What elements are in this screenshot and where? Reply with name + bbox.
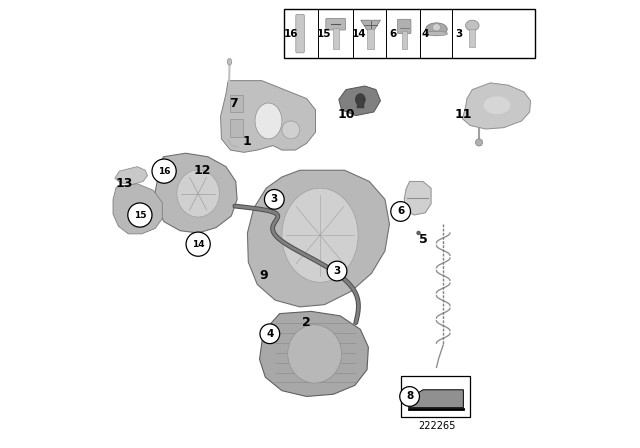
Text: 16: 16 bbox=[158, 167, 170, 176]
Ellipse shape bbox=[255, 103, 282, 139]
Bar bbox=[469, 29, 476, 47]
Circle shape bbox=[416, 231, 421, 235]
Circle shape bbox=[476, 139, 483, 146]
Circle shape bbox=[260, 324, 280, 344]
Circle shape bbox=[128, 203, 152, 227]
Bar bbox=[356, 99, 364, 108]
Text: 6: 6 bbox=[397, 207, 404, 216]
Text: 14: 14 bbox=[192, 240, 204, 249]
Polygon shape bbox=[409, 390, 463, 408]
Text: 8: 8 bbox=[406, 392, 413, 401]
Circle shape bbox=[282, 121, 300, 139]
Text: 10: 10 bbox=[337, 108, 355, 121]
Bar bbox=[230, 119, 243, 137]
Text: 12: 12 bbox=[194, 164, 211, 177]
Text: 15: 15 bbox=[317, 29, 332, 39]
Polygon shape bbox=[221, 81, 316, 152]
Ellipse shape bbox=[355, 94, 365, 105]
Text: 16: 16 bbox=[284, 29, 298, 39]
Polygon shape bbox=[339, 86, 380, 116]
Text: 3: 3 bbox=[455, 29, 463, 39]
Text: 222265: 222265 bbox=[418, 422, 455, 431]
Ellipse shape bbox=[177, 170, 220, 217]
Bar bbox=[230, 95, 243, 112]
Text: 13: 13 bbox=[115, 177, 132, 190]
Text: 3: 3 bbox=[333, 266, 340, 276]
Circle shape bbox=[400, 387, 419, 406]
Text: 6: 6 bbox=[389, 29, 397, 39]
Text: 2: 2 bbox=[302, 316, 311, 329]
Text: 4: 4 bbox=[266, 329, 273, 339]
Circle shape bbox=[264, 190, 284, 209]
Bar bbox=[333, 28, 339, 49]
FancyBboxPatch shape bbox=[326, 18, 346, 30]
Ellipse shape bbox=[282, 188, 358, 282]
Ellipse shape bbox=[465, 20, 479, 31]
Text: 5: 5 bbox=[419, 233, 428, 246]
Circle shape bbox=[327, 261, 347, 281]
Bar bbox=[284, 9, 535, 58]
Ellipse shape bbox=[426, 31, 448, 36]
Text: 15: 15 bbox=[134, 211, 146, 220]
Bar bbox=[401, 31, 407, 49]
Circle shape bbox=[152, 159, 176, 183]
FancyBboxPatch shape bbox=[296, 14, 305, 53]
Text: 9: 9 bbox=[260, 269, 268, 282]
Bar bbox=[401, 376, 470, 417]
Polygon shape bbox=[260, 311, 369, 396]
Ellipse shape bbox=[433, 24, 440, 31]
Bar bbox=[367, 29, 374, 49]
Text: 7: 7 bbox=[229, 96, 238, 110]
Text: 11: 11 bbox=[454, 108, 472, 121]
Ellipse shape bbox=[288, 325, 342, 383]
Polygon shape bbox=[155, 153, 237, 233]
Polygon shape bbox=[113, 184, 163, 234]
Text: 3: 3 bbox=[271, 194, 278, 204]
Ellipse shape bbox=[484, 96, 511, 114]
Circle shape bbox=[391, 202, 410, 221]
Text: 4: 4 bbox=[422, 29, 429, 39]
Polygon shape bbox=[361, 20, 380, 30]
Ellipse shape bbox=[227, 58, 232, 65]
FancyBboxPatch shape bbox=[397, 19, 411, 34]
Ellipse shape bbox=[426, 23, 447, 35]
Polygon shape bbox=[404, 181, 431, 215]
Polygon shape bbox=[115, 167, 147, 185]
Text: 1: 1 bbox=[243, 134, 252, 148]
Circle shape bbox=[186, 232, 210, 256]
Polygon shape bbox=[248, 170, 389, 307]
Polygon shape bbox=[463, 83, 531, 129]
Text: 14: 14 bbox=[352, 29, 367, 39]
